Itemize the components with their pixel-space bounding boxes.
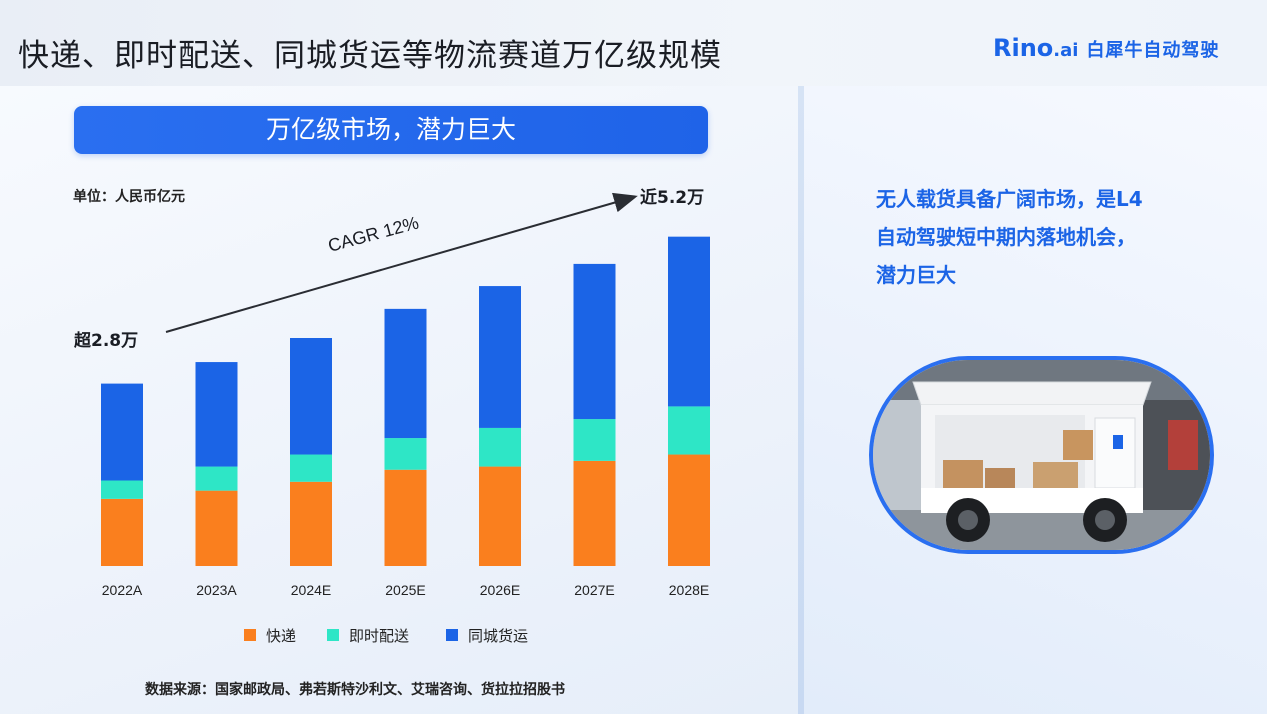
delivery-vehicle-illustration — [873, 360, 1210, 550]
bar-segment-freight — [573, 263, 616, 420]
bar-segment-instant — [195, 466, 238, 491]
bar-segment-freight — [668, 236, 710, 407]
x-tick-label: 2028E — [669, 582, 709, 598]
bar-segment-express — [479, 466, 521, 566]
bar-segment-express — [573, 460, 616, 566]
tagline-line: 自动驾驶短中期内落地机会， — [876, 225, 1136, 249]
tagline-line: 潜力巨大 — [876, 263, 956, 287]
bar-segment-express — [101, 498, 143, 566]
legend-swatch-express — [244, 629, 256, 641]
bar-segment-freight — [195, 362, 238, 467]
bar-segment-express — [384, 469, 427, 566]
growth-arrow — [165, 192, 638, 333]
bar-segment-freight — [479, 286, 521, 428]
panel-divider — [798, 86, 804, 714]
bar-segment-express — [195, 490, 238, 566]
bar-segment-freight — [384, 308, 427, 439]
end-value-label: 近5.2万 — [640, 187, 704, 208]
bar-segment-instant — [384, 438, 427, 470]
delivery-vehicle-photo — [869, 356, 1214, 554]
brand-logo: Rino .ai 白犀牛自动驾驶 — [993, 34, 1219, 66]
legend-swatch-freight — [446, 629, 458, 641]
bar-segment-freight — [101, 383, 143, 481]
logo-suffix: .ai — [1053, 40, 1079, 61]
legend-label-express: 快递 — [266, 627, 296, 645]
bar-segment-instant — [668, 406, 710, 455]
legend-swatch-instant — [327, 629, 339, 641]
tagline-line: 无人载货具备广阔市场，是L4 — [876, 187, 1143, 211]
x-tick-label: 2022A — [102, 582, 143, 598]
logo-chinese-name: 白犀牛自动驾驶 — [1086, 40, 1220, 61]
bar-segment-instant — [573, 419, 616, 461]
x-tick-label: 2024E — [291, 582, 331, 598]
right-panel-tagline: 无人载货具备广阔市场，是L4 自动驾驶短中期内落地机会， 潜力巨大 — [876, 180, 1236, 294]
bar-segment-express — [290, 481, 332, 566]
start-value-label: 超2.8万 — [74, 330, 138, 351]
x-tick-label: 2025E — [385, 582, 425, 598]
bar-segment-express — [668, 454, 710, 566]
data-source-note: 数据来源：国家邮政局、弗若斯特沙利文、艾瑞咨询、货拉拉招股书 — [145, 682, 565, 698]
cagr-label: CAGR 12% — [326, 212, 421, 255]
stacked-bar-chart: 2022A 2023A 2024E 2025E 2026E 2027E 2028E CAGR… — [74, 187, 710, 645]
bar-segment-instant — [479, 427, 521, 467]
legend-label-instant: 即时配送 — [349, 627, 409, 645]
header-bar: 快递、即时配送、同城货运等物流赛道万亿级规模 Rino .ai 白犀牛自动驾驶 — [0, 0, 1267, 86]
x-tick-label: 2026E — [480, 582, 520, 598]
bar-segment-freight — [290, 338, 332, 455]
page-title: 快递、即时配送、同城货运等物流赛道万亿级规模 — [18, 38, 722, 74]
chart-legend: 快递 即时配送 同城货运 — [244, 627, 528, 645]
bar-segment-instant — [290, 454, 332, 482]
logo-mark: Rino — [993, 34, 1054, 62]
headline-banner: 万亿级市场，潜力巨大 — [74, 106, 708, 154]
bar-segment-instant — [101, 480, 143, 499]
x-tick-label: 2027E — [574, 582, 614, 598]
unit-label: 单位：人民币亿元 — [73, 189, 185, 205]
legend-label-freight: 同城货运 — [468, 627, 528, 645]
x-tick-label: 2023A — [196, 582, 237, 598]
